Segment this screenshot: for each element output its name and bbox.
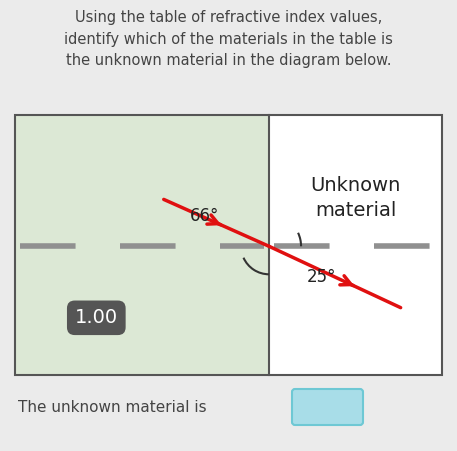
- Text: 1.00: 1.00: [75, 308, 118, 327]
- Text: 66°: 66°: [190, 207, 219, 226]
- Bar: [269, 115, 442, 375]
- Text: 25°: 25°: [307, 268, 336, 286]
- Text: Using the table of refractive index values,
identify which of the materials in t: Using the table of refractive index valu…: [64, 10, 393, 68]
- Bar: [15, 115, 269, 375]
- Text: The unknown material is: The unknown material is: [18, 400, 207, 415]
- Bar: [15, 115, 442, 375]
- Text: Unknown
material: Unknown material: [310, 176, 401, 220]
- FancyBboxPatch shape: [292, 389, 363, 425]
